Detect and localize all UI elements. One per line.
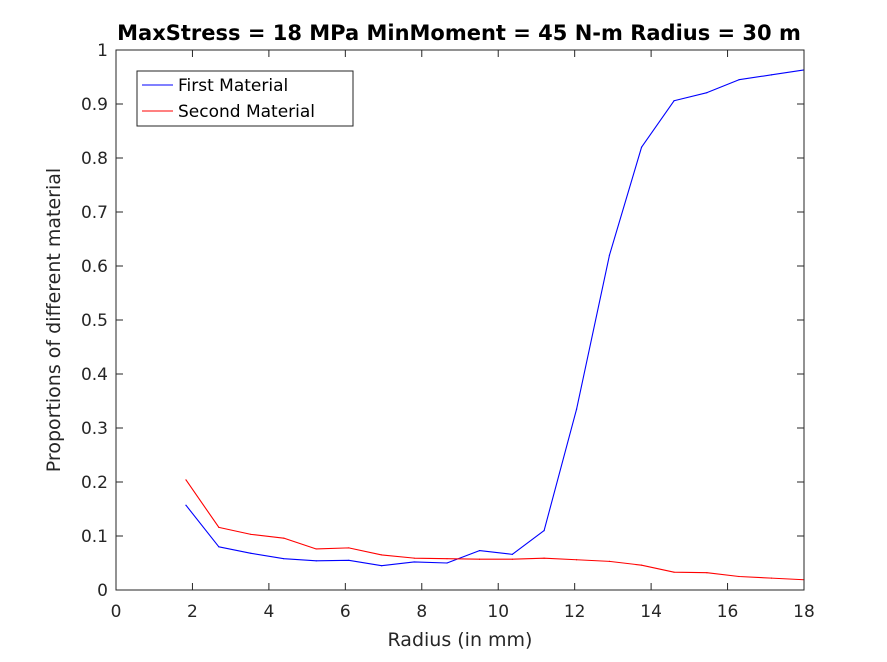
x-axis-label: Radius (in mm)	[388, 629, 533, 651]
data-point-second-material	[575, 559, 578, 561]
data-point-first-material	[283, 558, 285, 560]
data-point-first-material	[348, 559, 350, 561]
data-point-second-material	[640, 564, 643, 566]
data-point-first-material	[770, 74, 773, 76]
data-point-second-material	[770, 577, 773, 579]
data-point-second-material	[315, 548, 317, 550]
data-point-first-material	[315, 560, 317, 562]
data-point-first-material	[381, 565, 383, 567]
y-tick-label: 0.5	[81, 311, 108, 331]
chart-title: MaxStress = 18 MPa MinMoment = 45 N-m Ra…	[117, 21, 801, 45]
x-tick-label: 18	[793, 602, 815, 622]
y-tick-label: 0.8	[81, 149, 108, 169]
data-point-second-material	[511, 558, 513, 560]
y-axis-label: Proportions of different material	[43, 168, 65, 472]
data-point-first-material	[185, 504, 187, 506]
data-point-second-material	[706, 572, 708, 574]
y-tick-label: 0.1	[81, 527, 108, 547]
data-point-second-material	[478, 558, 481, 560]
y-tick-label: 0.2	[81, 473, 108, 493]
data-point-second-material	[543, 557, 545, 559]
legend-label-second-material: Second Material	[178, 102, 315, 122]
data-point-first-material	[446, 562, 448, 564]
legend-entry-second-material: Second Material	[142, 102, 315, 122]
x-tick-label: 12	[564, 602, 586, 622]
data-point-first-material	[478, 549, 481, 552]
data-point-second-material	[381, 554, 383, 556]
data-point-first-material	[543, 530, 545, 532]
y-tick-label: 0.7	[81, 203, 108, 223]
plot-area	[116, 50, 804, 590]
data-point-first-material	[706, 92, 708, 94]
y-tick-label: 0.3	[81, 419, 108, 439]
data-point-second-material	[283, 537, 285, 539]
x-tick-label: 2	[187, 602, 198, 622]
x-tick-label: 4	[263, 602, 274, 622]
data-point-first-material	[250, 552, 252, 554]
data-point-first-material	[738, 79, 740, 81]
data-point-first-material	[413, 561, 415, 563]
x-tick-label: 0	[111, 602, 122, 622]
y-tick-label: 0.6	[81, 257, 108, 277]
data-point-second-material	[185, 479, 187, 481]
series-line-second-material	[185, 479, 805, 581]
x-tick-label: 6	[340, 602, 351, 622]
y-tick-label: 0.4	[81, 365, 108, 385]
x-tick-label: 14	[640, 602, 662, 622]
legend: First Material Second Material	[136, 70, 354, 127]
data-point-first-material	[673, 100, 675, 102]
x-tick-label: 10	[487, 602, 509, 622]
ticks-layer: 0 2 4 6 8 10 12 14 16 18 0 0.1 0.2 0.3 0.4 0.5 0.6 0.7 0.8…	[81, 41, 815, 622]
x-tick-label: 8	[416, 602, 427, 622]
data-point-second-material	[608, 560, 611, 562]
data-point-second-material	[250, 533, 252, 535]
y-tick-label: 1	[97, 41, 108, 61]
data-point-second-material	[738, 575, 740, 578]
legend-box	[136, 70, 354, 127]
data-point-first-material	[218, 546, 220, 548]
data-point-first-material	[575, 408, 578, 410]
data-point-first-material	[608, 254, 611, 256]
legend-entry-first-material: First Material	[142, 76, 288, 96]
data-point-second-material	[413, 557, 415, 559]
y-tick-label: 0.9	[81, 95, 108, 115]
y-tick-label: 0	[97, 581, 108, 601]
data-point-second-material	[446, 558, 448, 560]
legend-label-first-material: First Material	[178, 76, 288, 96]
data-point-first-material	[640, 146, 643, 148]
data-point-second-material	[348, 547, 350, 549]
data-point-second-material	[218, 526, 220, 528]
data-point-second-material	[673, 571, 675, 573]
series-layer	[185, 69, 805, 581]
data-point-first-material	[511, 553, 513, 555]
series-line-first-material	[185, 69, 805, 567]
x-tick-label: 16	[717, 602, 739, 622]
